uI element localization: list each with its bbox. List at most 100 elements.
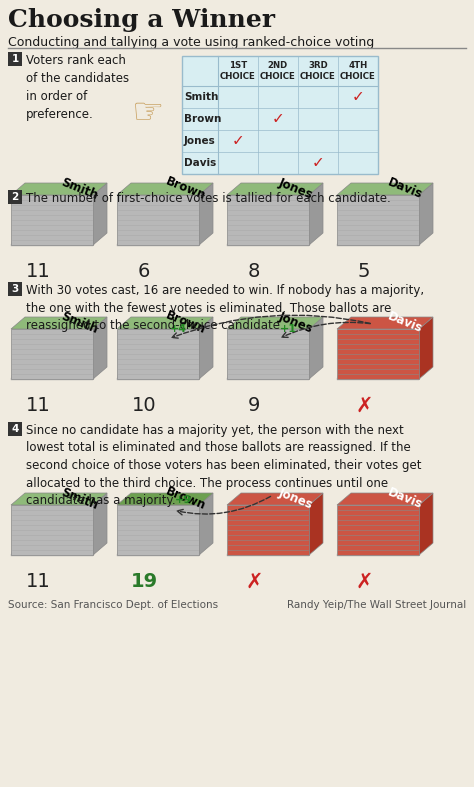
Polygon shape [338, 552, 420, 553]
Polygon shape [229, 239, 311, 241]
Polygon shape [228, 242, 310, 243]
Text: 1: 1 [11, 54, 18, 64]
Polygon shape [228, 554, 310, 556]
Polygon shape [118, 551, 201, 552]
Polygon shape [11, 493, 107, 505]
Polygon shape [118, 552, 200, 553]
Polygon shape [117, 505, 199, 555]
Polygon shape [229, 238, 311, 239]
Polygon shape [337, 377, 419, 379]
Polygon shape [227, 329, 309, 379]
Polygon shape [118, 243, 200, 245]
Text: 6: 6 [138, 262, 150, 281]
Polygon shape [12, 377, 94, 379]
Text: 5: 5 [358, 262, 370, 281]
Polygon shape [13, 239, 95, 241]
Polygon shape [228, 552, 310, 553]
Polygon shape [340, 237, 422, 238]
Text: Voters rank each
of the candidates
in order of
preference.: Voters rank each of the candidates in or… [26, 54, 129, 121]
Polygon shape [118, 376, 200, 378]
Polygon shape [339, 238, 421, 239]
Polygon shape [13, 373, 95, 375]
Text: 19: 19 [130, 572, 157, 591]
Polygon shape [419, 493, 433, 555]
Text: ✗: ✗ [355, 572, 373, 592]
Text: ✓: ✓ [272, 112, 284, 127]
Text: Smith: Smith [184, 92, 219, 102]
Polygon shape [12, 553, 94, 555]
Polygon shape [339, 374, 421, 375]
Text: Brown: Brown [164, 485, 208, 513]
Polygon shape [340, 371, 422, 372]
Polygon shape [118, 241, 201, 242]
Polygon shape [309, 493, 323, 555]
Polygon shape [120, 371, 202, 372]
Polygon shape [93, 183, 107, 245]
Polygon shape [120, 547, 202, 549]
Polygon shape [337, 378, 419, 379]
Text: 2ND
CHOICE: 2ND CHOICE [260, 61, 296, 81]
Polygon shape [13, 549, 95, 550]
Text: 10: 10 [132, 396, 156, 415]
Polygon shape [14, 548, 96, 549]
Polygon shape [309, 317, 323, 379]
FancyBboxPatch shape [8, 422, 22, 436]
Polygon shape [337, 317, 433, 329]
Polygon shape [338, 241, 420, 242]
Polygon shape [118, 377, 200, 379]
Text: 8: 8 [248, 262, 260, 281]
Text: Brown: Brown [164, 309, 208, 337]
Polygon shape [119, 240, 201, 242]
Polygon shape [11, 195, 93, 245]
Text: 2: 2 [11, 192, 18, 202]
Text: 11: 11 [26, 262, 50, 281]
Polygon shape [337, 505, 419, 555]
Polygon shape [118, 554, 200, 556]
Polygon shape [11, 505, 93, 555]
Text: Choosing a Winner: Choosing a Winner [8, 8, 275, 32]
Polygon shape [340, 547, 422, 549]
Polygon shape [339, 239, 421, 241]
Text: 3RD
CHOICE: 3RD CHOICE [300, 61, 336, 81]
Polygon shape [227, 195, 309, 245]
Polygon shape [228, 241, 310, 242]
FancyBboxPatch shape [182, 56, 378, 174]
Polygon shape [339, 372, 421, 374]
Polygon shape [228, 376, 310, 378]
Text: Smith: Smith [59, 310, 100, 336]
Text: Jones: Jones [276, 310, 315, 336]
Polygon shape [118, 378, 200, 379]
Polygon shape [228, 378, 310, 379]
Text: Source: San Francisco Dept. of Elections: Source: San Francisco Dept. of Elections [8, 600, 218, 610]
Polygon shape [419, 183, 433, 245]
Polygon shape [229, 240, 311, 242]
Text: Brown: Brown [184, 114, 221, 124]
Polygon shape [228, 553, 310, 555]
Polygon shape [14, 371, 96, 372]
Text: Jones: Jones [276, 176, 315, 201]
Polygon shape [227, 505, 309, 555]
Polygon shape [118, 553, 200, 555]
Polygon shape [120, 237, 202, 238]
Polygon shape [339, 240, 421, 242]
Polygon shape [337, 329, 419, 379]
FancyBboxPatch shape [8, 190, 22, 204]
Polygon shape [12, 242, 94, 243]
Text: 11: 11 [26, 572, 50, 591]
Polygon shape [119, 373, 201, 375]
Polygon shape [419, 317, 433, 379]
Polygon shape [338, 376, 420, 378]
Polygon shape [117, 493, 213, 505]
Polygon shape [337, 553, 419, 555]
Polygon shape [117, 317, 213, 329]
Text: 3: 3 [11, 284, 18, 294]
Polygon shape [12, 551, 94, 552]
Polygon shape [229, 548, 311, 549]
Polygon shape [337, 554, 419, 556]
Polygon shape [11, 378, 93, 379]
Polygon shape [119, 550, 201, 552]
Polygon shape [119, 372, 201, 374]
Polygon shape [11, 183, 107, 195]
Text: ✓: ✓ [352, 90, 365, 105]
Polygon shape [229, 372, 311, 374]
